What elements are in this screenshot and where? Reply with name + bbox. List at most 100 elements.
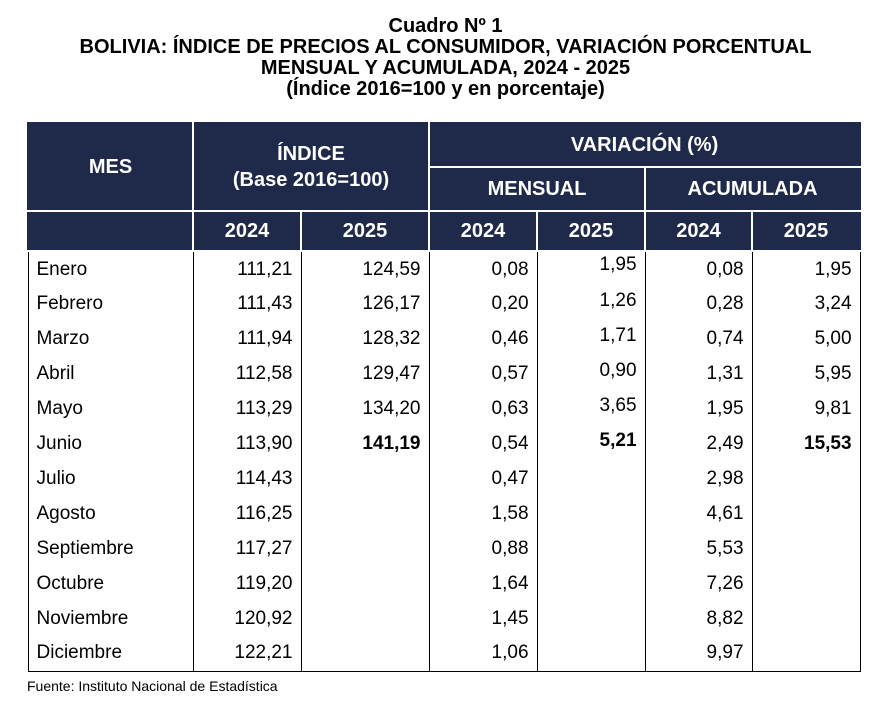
cell-acumulada-2025: 3,24 [751, 286, 861, 321]
cell-indice-2024: 111,94 [192, 321, 302, 356]
table-row: Agosto 116,25 1,58 4,61 [27, 496, 861, 531]
cell-acumulada-2024: 2,98 [644, 461, 753, 496]
cell-mensual-2024: 0,88 [428, 531, 538, 566]
cell-mes: Marzo [27, 321, 194, 356]
cell-mes: Noviembre [27, 601, 194, 636]
header-indice-base: (Base 2016=100) [232, 169, 390, 191]
title-units: (Índice 2016=100 y en porcentaje) [286, 78, 605, 100]
cell-acumulada-2025: 15,53 [751, 426, 861, 461]
cell-empty [751, 636, 861, 672]
table-row: Marzo 111,94 128,32 0,46 1,71 0,74 5,00 [27, 321, 861, 356]
header-mensual: MENSUAL [428, 166, 647, 212]
cell-acumulada-2025: 1,95 [751, 251, 861, 286]
header-year-blank [27, 210, 194, 252]
cell-mensual-2024: 1,06 [428, 636, 538, 672]
cell-mensual-2024: 0,20 [428, 286, 538, 321]
cell-mensual-2024: 0,63 [428, 391, 538, 426]
table-row: Abril 112,58 129,47 0,57 0,90 1,31 5,95 [27, 356, 861, 391]
cell-acumulada-2024: 2,49 [644, 426, 753, 461]
cell-mes: Octubre [27, 566, 194, 601]
cell-empty [300, 461, 430, 496]
cell-mes: Febrero [27, 286, 194, 321]
cell-mensual-2024: 0,57 [428, 356, 538, 391]
header-year: 2025 [536, 210, 647, 252]
cell-acumulada-2025: 9,81 [751, 391, 861, 426]
cell-indice-2024: 111,43 [192, 286, 302, 321]
cell-mensual-2025: 0,90 [536, 356, 646, 391]
cell-empty [300, 531, 430, 566]
cell-indice-2024: 120,92 [192, 601, 302, 636]
cell-mensual-2024: 1,45 [428, 601, 538, 636]
table-row: Septiembre 117,27 0,88 5,53 [27, 531, 861, 566]
header-indice: ÍNDICE (Base 2016=100) [191, 122, 431, 212]
header-indice-label: ÍNDICE [277, 143, 345, 165]
table-row: Febrero 111,43 126,17 0,20 1,26 0,28 3,2… [27, 286, 861, 321]
cell-empty [300, 601, 430, 636]
table-row: Junio 113,90 141,19 0,54 5,21 2,49 15,53 [27, 426, 861, 461]
source-note: Fuente: Instituto Nacional de Estadístic… [27, 678, 278, 694]
header-year: 2024 [428, 210, 539, 252]
table-title: Cuadro Nº 1 BOLIVIA: ÍNDICE DE PRECIOS A… [0, 16, 891, 100]
cell-mensual-2024: 0,54 [428, 426, 538, 461]
cell-indice-2024: 114,43 [192, 461, 302, 496]
cell-indice-2024: 119,20 [192, 566, 302, 601]
cell-acumulada-2024: 1,31 [644, 356, 753, 391]
cell-mes: Mayo [27, 391, 194, 426]
cell-indice-2025: 124,59 [300, 251, 430, 286]
table-row: Noviembre 120,92 1,45 8,82 [27, 601, 861, 636]
cell-mensual-2024: 1,64 [428, 566, 538, 601]
table-row: Octubre 119,20 1,64 7,26 [27, 566, 861, 601]
cell-empty [536, 601, 646, 636]
cell-empty [751, 601, 861, 636]
cell-mes: Septiembre [27, 531, 194, 566]
cell-acumulada-2024: 1,95 [644, 391, 753, 426]
table-row: Julio 114,43 0,47 2,98 [27, 461, 861, 496]
header-year: 2025 [299, 210, 431, 252]
cell-indice-2024: 112,58 [192, 356, 302, 391]
cell-mensual-2024: 0,08 [428, 251, 538, 286]
cell-indice-2024: 111,21 [192, 251, 302, 286]
cell-acumulada-2025: 5,00 [751, 321, 861, 356]
cell-mensual-2024: 0,46 [428, 321, 538, 356]
cell-acumulada-2025: 5,95 [751, 356, 861, 391]
cell-acumulada-2024: 0,74 [644, 321, 753, 356]
cell-empty [300, 496, 430, 531]
title-main: BOLIVIA: ÍNDICE DE PRECIOS AL CONSUMIDOR… [79, 36, 812, 58]
cell-empty [751, 496, 861, 531]
cell-empty [536, 496, 646, 531]
cell-indice-2025: 129,47 [300, 356, 430, 391]
header-year: 2025 [751, 210, 862, 252]
cell-acumulada-2024: 7,26 [644, 566, 753, 601]
cell-acumulada-2024: 5,53 [644, 531, 753, 566]
cell-mes: Junio [27, 426, 194, 461]
cell-acumulada-2024: 9,97 [644, 636, 753, 672]
cell-indice-2024: 116,25 [192, 496, 302, 531]
cell-mes: Abril [27, 356, 194, 391]
cell-acumulada-2024: 0,28 [644, 286, 753, 321]
cell-mes: Enero [27, 251, 194, 286]
cell-empty [536, 531, 646, 566]
cell-acumulada-2024: 0,08 [644, 251, 753, 286]
cell-acumulada-2024: 8,82 [644, 601, 753, 636]
header-year: 2024 [192, 210, 302, 252]
cell-empty [300, 636, 430, 672]
cell-mes: Julio [27, 461, 194, 496]
cell-mensual-2025: 3,65 [536, 391, 646, 426]
cell-indice-2024: 113,29 [192, 391, 302, 426]
title-caption: Cuadro Nº 1 [388, 15, 503, 37]
cell-indice-2025: 128,32 [300, 321, 430, 356]
cell-indice-2025: 141,19 [300, 426, 430, 461]
cell-mes: Agosto [27, 496, 194, 531]
cell-empty [751, 566, 861, 601]
cell-indice-2024: 122,21 [192, 636, 302, 672]
cell-mensual-2024: 0,47 [428, 461, 538, 496]
cell-mensual-2025: 1,26 [536, 286, 646, 321]
table-row: Mayo 113,29 134,20 0,63 3,65 1,95 9,81 [27, 391, 861, 426]
cell-indice-2024: 113,90 [192, 426, 302, 461]
table-row: Enero 111,21 124,59 0,08 1,95 0,08 1,95 [27, 251, 861, 286]
title-subtitle: MENSUAL Y ACUMULADA, 2024 - 2025 [260, 57, 631, 79]
cell-mes: Diciembre [27, 636, 194, 672]
cell-mensual-2025: 5,21 [536, 426, 646, 461]
cell-indice-2025: 134,20 [300, 391, 430, 426]
header-acumulada: ACUMULADA [644, 166, 862, 212]
